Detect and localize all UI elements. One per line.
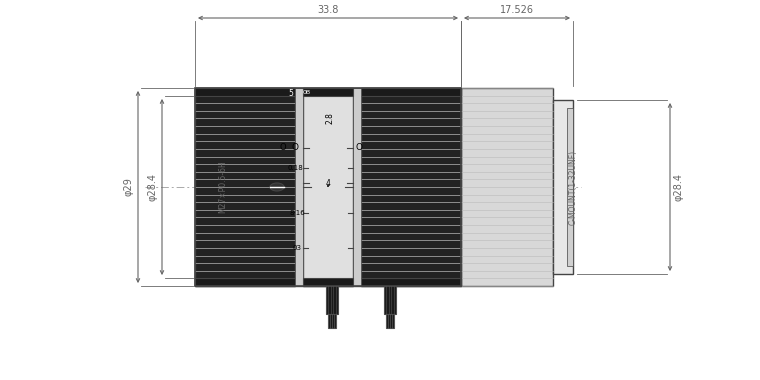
Bar bbox=[353, 88, 361, 286]
Bar bbox=[361, 278, 461, 286]
Bar bbox=[326, 286, 338, 314]
Bar bbox=[361, 88, 461, 96]
Bar bbox=[195, 88, 461, 286]
Text: O: O bbox=[292, 144, 299, 152]
Text: φ29: φ29 bbox=[124, 177, 134, 196]
Text: 03: 03 bbox=[293, 245, 302, 251]
Ellipse shape bbox=[270, 183, 284, 191]
Text: 5: 5 bbox=[289, 89, 293, 98]
Text: M27×P0.5-6H: M27×P0.5-6H bbox=[219, 161, 227, 214]
Text: 4: 4 bbox=[325, 179, 331, 187]
Bar bbox=[195, 88, 295, 286]
Bar bbox=[195, 88, 295, 96]
Bar bbox=[553, 100, 573, 274]
Text: 8·16: 8·16 bbox=[289, 210, 305, 216]
Bar bbox=[195, 278, 295, 286]
Text: φ28.4: φ28.4 bbox=[674, 173, 684, 201]
Bar bbox=[195, 88, 461, 286]
Text: 17.526: 17.526 bbox=[500, 5, 534, 15]
Bar bbox=[328, 314, 336, 328]
Bar bbox=[295, 88, 303, 286]
Bar bbox=[303, 278, 353, 286]
Text: O: O bbox=[356, 144, 363, 152]
Text: φ28.4: φ28.4 bbox=[148, 173, 158, 201]
Bar bbox=[461, 88, 553, 286]
Text: 0.18: 0.18 bbox=[287, 165, 303, 171]
Bar bbox=[303, 88, 353, 286]
Bar bbox=[386, 314, 394, 328]
Bar bbox=[384, 286, 396, 314]
Text: •: • bbox=[326, 184, 330, 190]
Text: O: O bbox=[280, 142, 287, 152]
Text: C-MOUNT(1-32UNF): C-MOUNT(1-32UNF) bbox=[568, 149, 578, 225]
Text: 0B: 0B bbox=[303, 90, 311, 95]
Text: 33.8: 33.8 bbox=[318, 5, 339, 15]
Bar bbox=[303, 88, 353, 96]
Text: 2.8: 2.8 bbox=[325, 112, 334, 124]
Bar bbox=[567, 108, 573, 266]
Bar bbox=[361, 88, 461, 286]
